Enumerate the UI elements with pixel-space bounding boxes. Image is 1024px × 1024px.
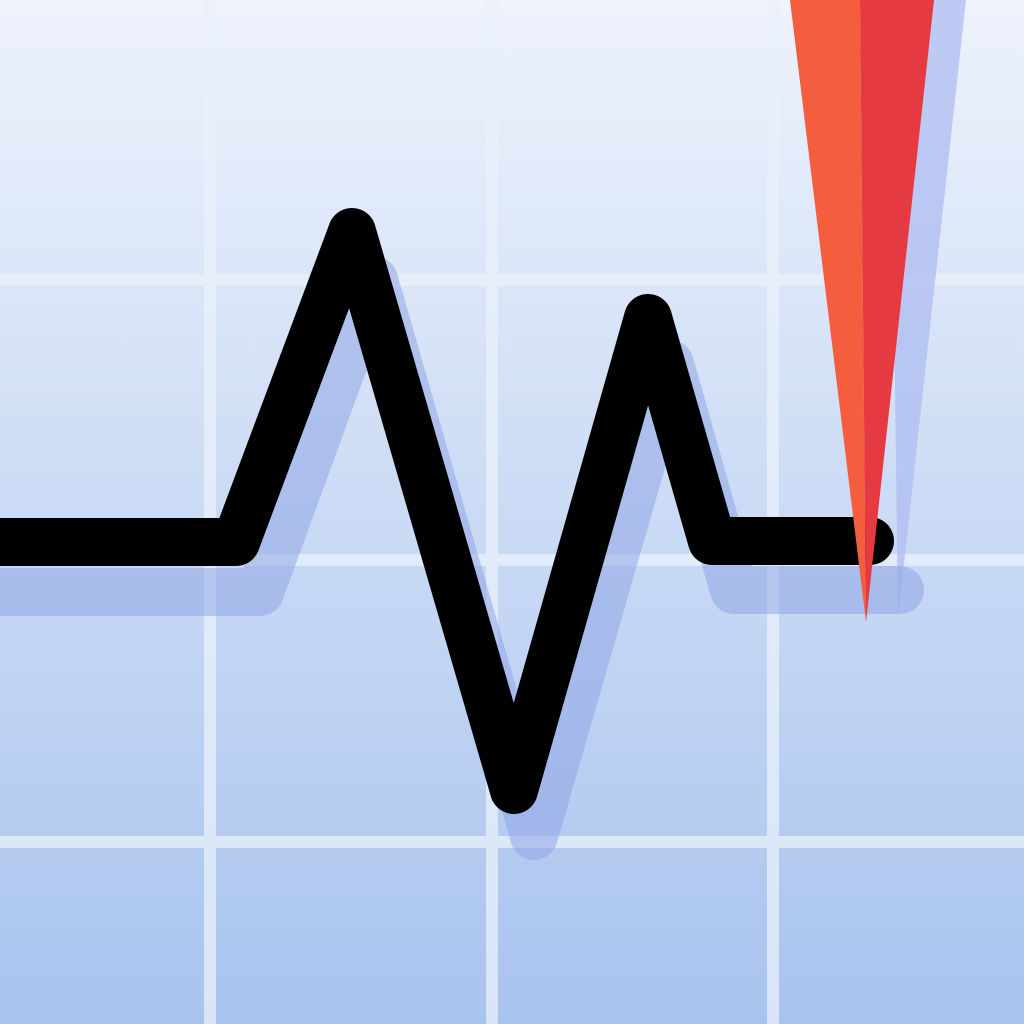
needle-left-half — [790, 0, 866, 622]
waveform-icon — [0, 208, 894, 814]
needle-right-half — [860, 0, 934, 622]
seismograph-needle-icon — [790, 0, 934, 622]
waveform-shadow — [0, 256, 924, 860]
